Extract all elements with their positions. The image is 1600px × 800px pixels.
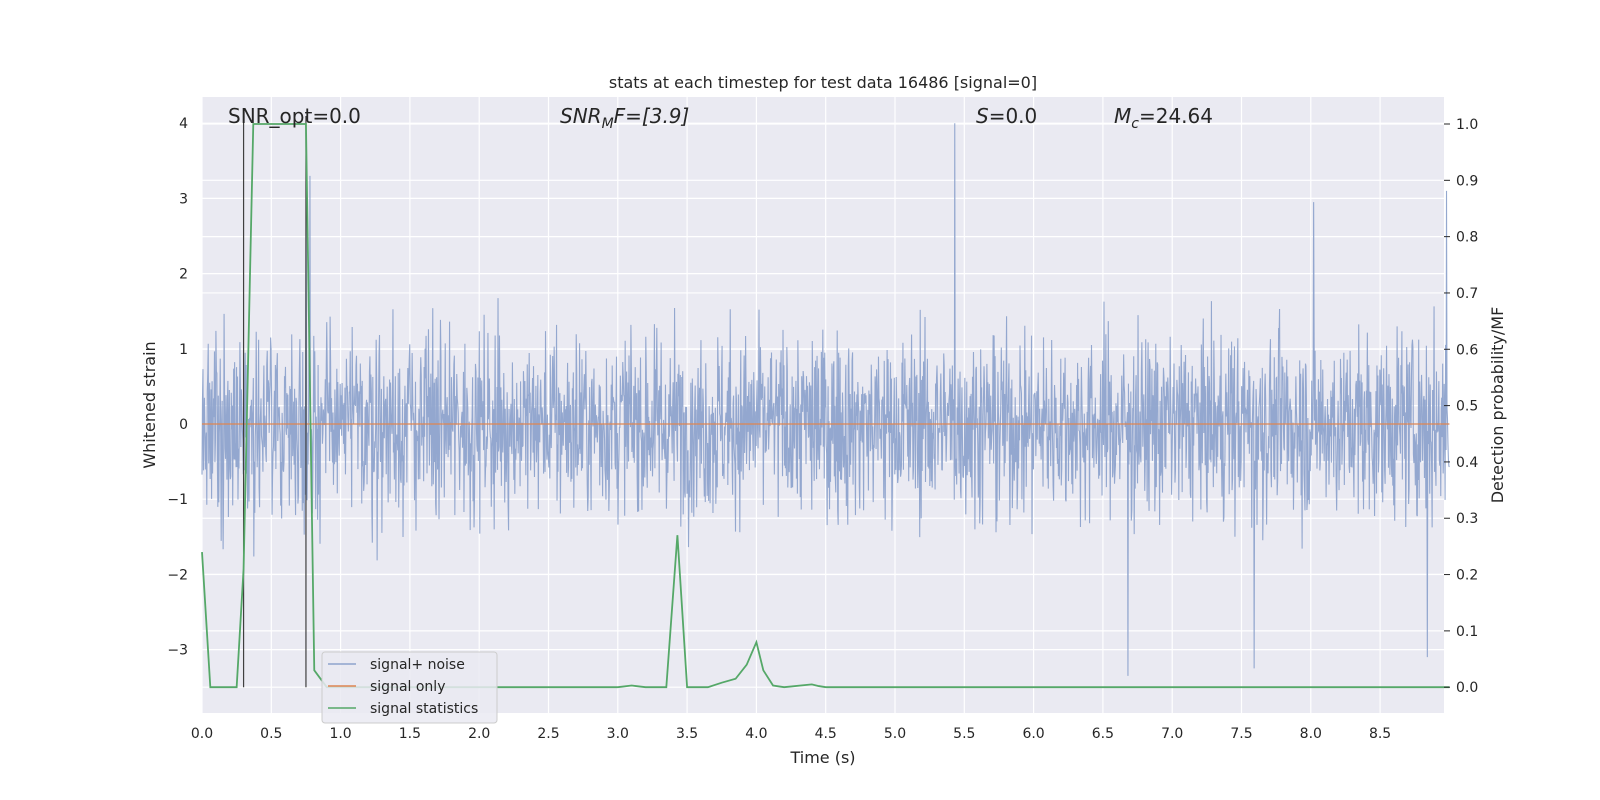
y-right-tick-label: 0.3 <box>1456 511 1478 527</box>
y-right-tick-label: 0.4 <box>1456 455 1478 471</box>
y-left-tick-label: −1 <box>167 492 188 508</box>
y-left-tick-label: 2 <box>179 267 188 283</box>
y-right-axis-ticks: 1.0 0.9 0.8 0.7 0.6 0.5 0.4 0.3 0.2 0.1 0.0 <box>1444 117 1478 696</box>
y-right-tick-label: 0.0 <box>1456 680 1478 696</box>
annotation-mc: Mc=24.64 <box>1114 104 1213 132</box>
annotation-snr-opt: SNR_opt=0.0 <box>228 104 361 128</box>
y-left-tick-label: −2 <box>167 567 188 583</box>
y-right-tick-label: 0.9 <box>1456 173 1478 189</box>
y-left-tick-label: −3 <box>167 643 188 659</box>
noise-line <box>201 123 1450 676</box>
x-tick-label: 8.0 <box>1300 726 1322 742</box>
x-tick-label: 8.5 <box>1369 726 1391 742</box>
annotation-s-rest: =0.0 <box>989 104 1038 128</box>
annotation-mc-rest: =24.64 <box>1139 104 1213 128</box>
y-right-tick-label: 0.8 <box>1456 230 1478 246</box>
y-axis-left-label: Whitened strain <box>140 341 159 468</box>
x-tick-label: 6.0 <box>1022 726 1044 742</box>
x-tick-label: 4.0 <box>745 726 767 742</box>
x-tick-label: 3.5 <box>676 726 698 742</box>
x-tick-label: 3.0 <box>607 726 629 742</box>
y-right-tick-label: 1.0 <box>1456 117 1478 133</box>
legend-box <box>321 651 498 724</box>
x-tick-label: 2.5 <box>537 726 559 742</box>
annotation-mc-main: M <box>1114 104 1131 128</box>
legend: signal+ noise signal only signal statist… <box>321 651 498 724</box>
y-left-tick-label: 0 <box>179 417 188 433</box>
y-left-axis-ticks: 4 3 2 1 0 −1 −2 −3 <box>167 116 188 658</box>
x-tick-label: 7.0 <box>1161 726 1183 742</box>
annotation-s-main: S <box>976 104 989 128</box>
annotation-snr-mf: SNRMF=[3.9] <box>560 104 689 132</box>
x-tick-label: 0.5 <box>260 726 282 742</box>
y-right-tick-label: 0.7 <box>1456 286 1478 302</box>
y-axis-right-label: Detection probability/MF <box>1488 307 1507 504</box>
x-axis-label: Time (s) <box>789 748 855 767</box>
x-axis-ticks: 0.0 0.5 1.0 1.5 2.0 2.5 3.0 3.5 4.0 4.5 5.0 5.5 6.0 6… <box>191 726 1391 742</box>
legend-label-signal-statistics: signal statistics <box>370 701 478 717</box>
x-tick-label: 7.5 <box>1230 726 1252 742</box>
annotation-snr-mf-rest: F=[3.9] <box>614 104 690 128</box>
y-right-tick-label: 0.5 <box>1456 399 1478 415</box>
annotation-mc-sub: c <box>1131 116 1139 132</box>
y-left-tick-label: 3 <box>179 191 188 207</box>
y-right-tick-label: 0.1 <box>1456 624 1478 640</box>
annotation-snr-mf-main: SNR <box>560 104 602 128</box>
annotation-s: S=0.0 <box>976 104 1037 128</box>
legend-label-signal-noise: signal+ noise <box>370 657 465 673</box>
x-tick-label: 4.5 <box>815 726 837 742</box>
x-tick-label: 1.5 <box>399 726 421 742</box>
x-tick-label: 5.5 <box>953 726 975 742</box>
y-left-tick-label: 1 <box>179 342 188 358</box>
vertical-markers <box>242 116 307 688</box>
y-left-tick-label: 4 <box>179 116 188 132</box>
x-tick-label: 1.0 <box>329 726 351 742</box>
y-right-tick-label: 0.6 <box>1456 342 1478 358</box>
annotation-snr-mf-sub: M <box>602 116 614 132</box>
x-tick-label: 0.0 <box>191 726 213 742</box>
series-signal-noise <box>201 123 1450 676</box>
chart-title: stats at each timestep for test data 164… <box>609 73 1037 92</box>
statistics-line <box>201 123 1450 689</box>
x-tick-label: 2.0 <box>468 726 490 742</box>
x-tick-label: 5.0 <box>884 726 906 742</box>
y-right-tick-label: 0.2 <box>1456 568 1478 584</box>
x-tick-label: 6.5 <box>1092 726 1114 742</box>
series-signal-statistics <box>201 123 1450 689</box>
legend-label-signal-only: signal only <box>370 679 445 695</box>
